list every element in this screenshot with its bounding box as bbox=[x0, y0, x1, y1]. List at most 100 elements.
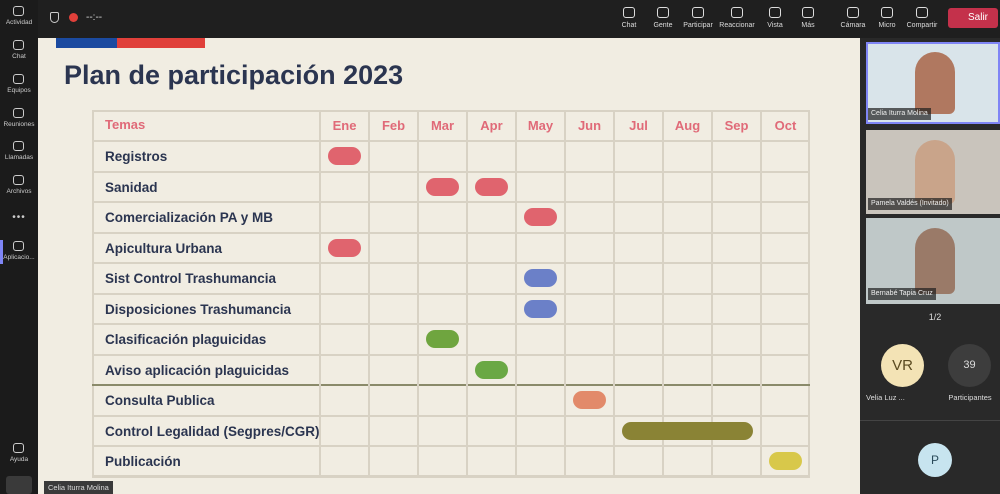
sidebar-icon[interactable] bbox=[13, 141, 24, 151]
toolbar-label[interactable]: Chat bbox=[621, 22, 637, 29]
sidebar bbox=[0, 0, 38, 494]
topic-label: Publicación bbox=[105, 454, 181, 469]
toolbar-icon[interactable] bbox=[802, 7, 814, 18]
sidebar-label[interactable]: Actividad bbox=[5, 19, 33, 26]
col-line bbox=[613, 110, 615, 477]
toolbar-icon[interactable] bbox=[881, 7, 893, 18]
row-line bbox=[92, 353, 810, 356]
topic-label: Registros bbox=[105, 149, 168, 164]
toolbar-label[interactable]: Participar bbox=[683, 22, 713, 29]
topic-label: Control Legalidad (Segpres/CGR) bbox=[105, 423, 320, 439]
leave-button[interactable]: Salir bbox=[948, 8, 998, 28]
month-label: Feb bbox=[381, 118, 406, 133]
sidebar-label[interactable]: Equipos bbox=[7, 87, 31, 94]
video-name: Bernabé Tapia Cruz bbox=[868, 288, 936, 300]
video-person bbox=[915, 52, 955, 114]
sidebar-active bbox=[0, 240, 3, 264]
gantt-bar bbox=[573, 391, 606, 409]
sidebar-label[interactable]: Archivos bbox=[6, 188, 32, 195]
video-name: Celia Iturra Molina bbox=[868, 108, 931, 120]
panel-divider bbox=[860, 420, 1000, 421]
month-label: May bbox=[527, 118, 554, 133]
slide bbox=[38, 38, 860, 494]
row-line bbox=[92, 201, 810, 203]
row-line bbox=[92, 292, 810, 295]
sidebar-download[interactable] bbox=[6, 476, 32, 494]
sidebar-label[interactable]: Aplicacio... bbox=[3, 254, 35, 261]
toolbar-icon[interactable] bbox=[916, 7, 928, 18]
toolbar-label[interactable]: Reaccionar bbox=[719, 22, 755, 29]
topic-label: Disposiciones Trashumancia bbox=[105, 301, 292, 317]
gantt-bar bbox=[524, 299, 557, 318]
sidebar-icon[interactable] bbox=[13, 74, 24, 84]
row-line bbox=[92, 323, 810, 325]
pager[interactable]: 1/2 bbox=[928, 312, 942, 322]
col-line bbox=[515, 110, 517, 477]
col-line bbox=[368, 110, 370, 477]
toolbar-icon[interactable] bbox=[692, 7, 704, 18]
row-line bbox=[92, 384, 810, 386]
month-label: Oct bbox=[774, 118, 797, 133]
gantt-bar bbox=[622, 421, 753, 440]
month-label: Mar bbox=[430, 118, 455, 133]
row-line bbox=[92, 262, 810, 264]
sidebar-label[interactable]: Chat bbox=[12, 53, 26, 60]
timer: --:-- bbox=[86, 12, 103, 23]
participants-circle[interactable]: 39 bbox=[948, 344, 991, 387]
col-line bbox=[319, 110, 321, 477]
sidebar-label[interactable]: Ayuda bbox=[9, 456, 29, 463]
toolbar-icon[interactable] bbox=[731, 7, 743, 18]
col-line bbox=[417, 110, 419, 477]
sidebar-icon[interactable] bbox=[13, 108, 24, 118]
month-label: Aug bbox=[674, 118, 701, 133]
sidebar-icon[interactable] bbox=[13, 6, 24, 16]
slide-title: Plan de participación 2023 bbox=[64, 60, 404, 90]
month-label: Sep bbox=[724, 118, 749, 133]
topic-label: Consulta Publica bbox=[105, 393, 215, 408]
toolbar-label[interactable]: Micro bbox=[878, 22, 896, 29]
toolbar-icon[interactable] bbox=[769, 7, 781, 18]
sidebar-icon[interactable] bbox=[13, 443, 24, 453]
sidebar-more[interactable]: ••• bbox=[12, 212, 26, 223]
sidebar-icon[interactable] bbox=[13, 40, 24, 50]
gantt-bar bbox=[475, 177, 508, 196]
row-line bbox=[92, 170, 810, 173]
gantt-bar bbox=[426, 330, 459, 348]
sidebar-label[interactable]: Reuniones bbox=[3, 121, 35, 128]
col-line bbox=[760, 110, 762, 477]
avatar-name: Velia Luz ... bbox=[866, 393, 905, 402]
topic-label: Sanidad bbox=[105, 179, 158, 195]
topic-label: Clasificación plaguicidas bbox=[105, 332, 267, 347]
toolbar-icon[interactable] bbox=[847, 7, 859, 18]
row-line bbox=[92, 140, 810, 142]
strip-blue bbox=[56, 38, 117, 48]
toolbar-label[interactable]: Gente bbox=[653, 22, 673, 29]
gantt-bar bbox=[426, 177, 459, 196]
bottom-avatar: P bbox=[918, 443, 952, 477]
sidebar-icon[interactable] bbox=[13, 241, 24, 251]
gantt-bar bbox=[524, 208, 557, 226]
month-label: Jul bbox=[629, 118, 648, 133]
toolbar-label[interactable]: Compartir bbox=[906, 22, 938, 29]
toolbar-icon[interactable] bbox=[657, 7, 669, 18]
topic-label: Comercialización PA y MB bbox=[105, 210, 274, 225]
toolbar-icon[interactable] bbox=[623, 7, 635, 18]
topic-label: Aviso aplicación plaguicidas bbox=[105, 362, 290, 378]
gantt-bar bbox=[475, 360, 508, 379]
toolbar-label[interactable]: Más bbox=[801, 22, 815, 29]
month-label: Apr bbox=[480, 118, 503, 133]
video-person bbox=[915, 140, 955, 204]
toolbar-label[interactable]: Vista bbox=[767, 22, 783, 29]
topic-label: Apicultura Urbana bbox=[105, 240, 223, 256]
gantt-bar bbox=[328, 238, 361, 257]
header-label: Temas bbox=[105, 117, 146, 132]
sidebar-icon[interactable] bbox=[13, 175, 24, 185]
video-name: Pamela Valdés (Invitado) bbox=[868, 198, 952, 210]
top-bar bbox=[38, 0, 1000, 38]
participants-label[interactable]: Participantes bbox=[948, 393, 992, 402]
month-label: Jun bbox=[577, 118, 602, 133]
col-line bbox=[662, 110, 664, 477]
toolbar-label[interactable]: Cámara bbox=[840, 22, 866, 29]
sidebar-label[interactable]: Llamadas bbox=[4, 154, 34, 161]
